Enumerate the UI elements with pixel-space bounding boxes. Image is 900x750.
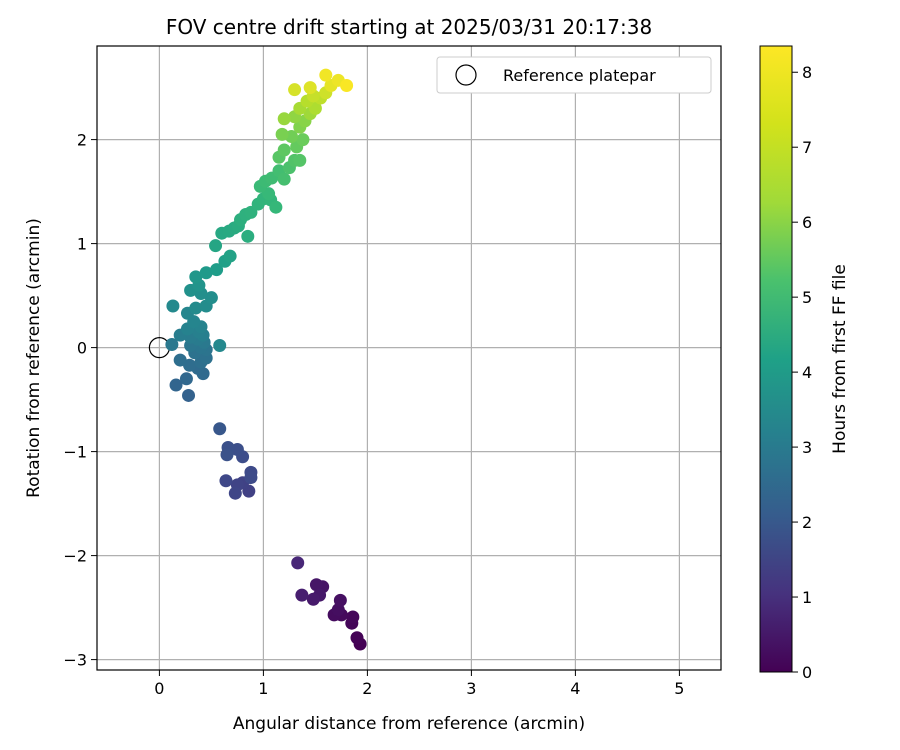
data-point <box>241 229 255 243</box>
data-point <box>340 79 354 93</box>
data-point <box>319 68 333 82</box>
data-point <box>333 593 347 607</box>
data-point <box>166 299 180 313</box>
colorbar-tick-label: 2 <box>802 513 812 532</box>
data-point <box>199 266 213 280</box>
colorbar-tick-label: 7 <box>802 138 812 157</box>
x-tick-label: 1 <box>258 679 268 698</box>
colorbar-tick-label: 6 <box>802 213 812 232</box>
y-tick-label: 1 <box>77 235 87 254</box>
colorbar-tick-label: 8 <box>802 63 812 82</box>
y-tick-label: 0 <box>77 339 87 358</box>
data-point <box>223 249 237 263</box>
colorbar-ticks: 0 1 2 3 4 5 6 7 8 <box>792 63 812 682</box>
legend: Reference platepar <box>436 56 712 94</box>
data-point <box>204 291 218 305</box>
data-point <box>277 172 291 186</box>
data-point <box>295 588 309 602</box>
colorbar-tick-label: 4 <box>802 363 812 382</box>
data-point <box>189 301 203 315</box>
data-point <box>209 239 223 253</box>
data-point <box>213 422 227 436</box>
colorbar-tick-label: 0 <box>802 663 812 682</box>
data-point <box>219 474 233 488</box>
colorbar-tick-label: 1 <box>802 588 812 607</box>
x-tick-label: 0 <box>154 679 164 698</box>
colorbar-tick-label: 3 <box>802 438 812 457</box>
data-point <box>165 337 179 351</box>
x-tick-label: 3 <box>466 679 476 698</box>
x-tick-label: 5 <box>674 679 684 698</box>
data-point <box>210 263 224 277</box>
y-tick-label: −1 <box>63 443 87 462</box>
data-point <box>244 471 258 485</box>
data-point <box>213 339 227 353</box>
x-tick-label: 4 <box>570 679 580 698</box>
colorbar: 0 1 2 3 4 5 6 7 8 Hours from first FF file <box>759 45 850 682</box>
plot-area <box>96 45 722 671</box>
y-axis-label: Rotation from reference (arcmin) <box>24 218 44 498</box>
data-point <box>269 200 283 214</box>
data-point <box>306 592 320 606</box>
ticks-layer: 0 1 2 3 4 5 −3 −2 −1 0 1 2 <box>63 131 684 698</box>
grid-layer <box>97 46 721 670</box>
chart-title: FOV centre drift starting at 2025/03/31 … <box>166 15 652 39</box>
data-point <box>275 127 289 141</box>
data-point <box>303 81 317 95</box>
data-point <box>350 631 364 645</box>
data-point <box>346 610 360 624</box>
x-axis-label: Angular distance from reference (arcmin) <box>233 714 585 734</box>
x-tick-label: 2 <box>362 679 372 698</box>
data-point <box>288 83 302 97</box>
plot-frame <box>96 45 722 671</box>
legend-label-reference: Reference platepar <box>503 66 656 85</box>
data-point <box>220 448 234 462</box>
data-point <box>277 112 291 126</box>
y-tick-label: −2 <box>63 547 87 566</box>
points-layer <box>165 68 367 651</box>
colorbar-tick-label: 5 <box>802 288 812 307</box>
data-point <box>169 378 183 392</box>
colorbar-label: Hours from first FF file <box>830 264 850 454</box>
data-point <box>173 353 187 367</box>
y-tick-label: −3 <box>63 651 87 670</box>
data-point <box>309 578 323 592</box>
colorbar-gradient <box>759 45 793 673</box>
data-point <box>179 372 193 386</box>
data-point <box>277 143 291 157</box>
data-point <box>293 153 307 167</box>
data-point <box>228 486 242 500</box>
data-point <box>189 270 203 284</box>
data-point <box>291 556 305 570</box>
y-tick-label: 2 <box>77 131 87 150</box>
data-point <box>182 388 196 402</box>
legend-box <box>436 56 712 94</box>
legend-marker-reference <box>455 64 477 86</box>
data-point <box>296 133 310 147</box>
